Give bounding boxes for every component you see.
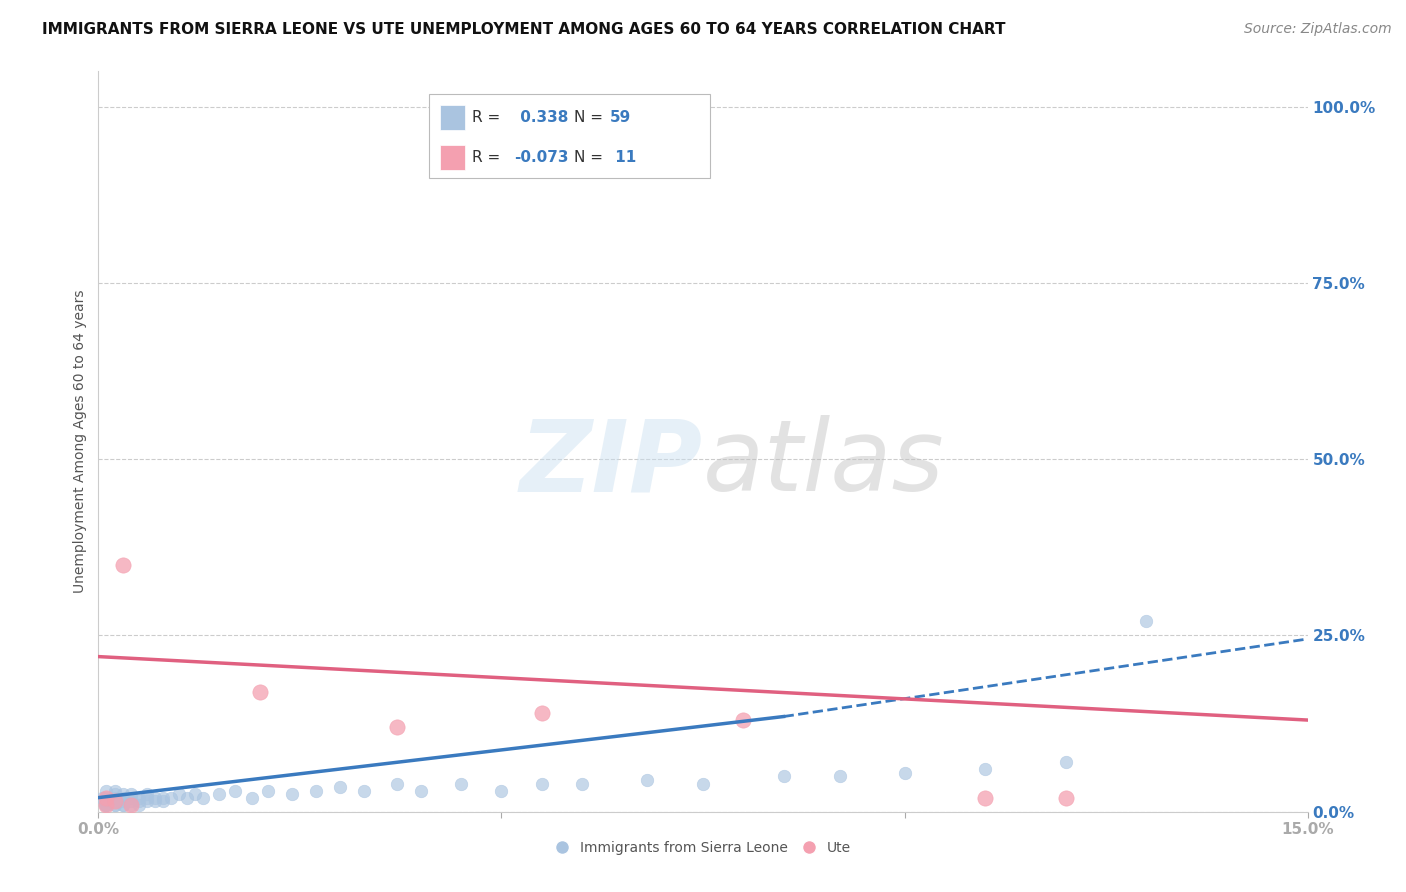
Text: ZIP: ZIP bbox=[520, 416, 703, 512]
Text: -0.073: -0.073 bbox=[515, 150, 569, 165]
Text: Source: ZipAtlas.com: Source: ZipAtlas.com bbox=[1244, 22, 1392, 37]
Text: R =: R = bbox=[472, 110, 506, 125]
Text: 59: 59 bbox=[610, 110, 631, 125]
Text: N =: N = bbox=[574, 150, 607, 165]
Text: R =: R = bbox=[472, 150, 506, 165]
Legend: Immigrants from Sierra Leone, Ute: Immigrants from Sierra Leone, Ute bbox=[550, 835, 856, 860]
Text: N =: N = bbox=[574, 110, 607, 125]
Y-axis label: Unemployment Among Ages 60 to 64 years: Unemployment Among Ages 60 to 64 years bbox=[73, 290, 87, 593]
Text: IMMIGRANTS FROM SIERRA LEONE VS UTE UNEMPLOYMENT AMONG AGES 60 TO 64 YEARS CORRE: IMMIGRANTS FROM SIERRA LEONE VS UTE UNEM… bbox=[42, 22, 1005, 37]
Text: 11: 11 bbox=[610, 150, 637, 165]
Text: atlas: atlas bbox=[703, 416, 945, 512]
Text: 0.338: 0.338 bbox=[515, 110, 568, 125]
